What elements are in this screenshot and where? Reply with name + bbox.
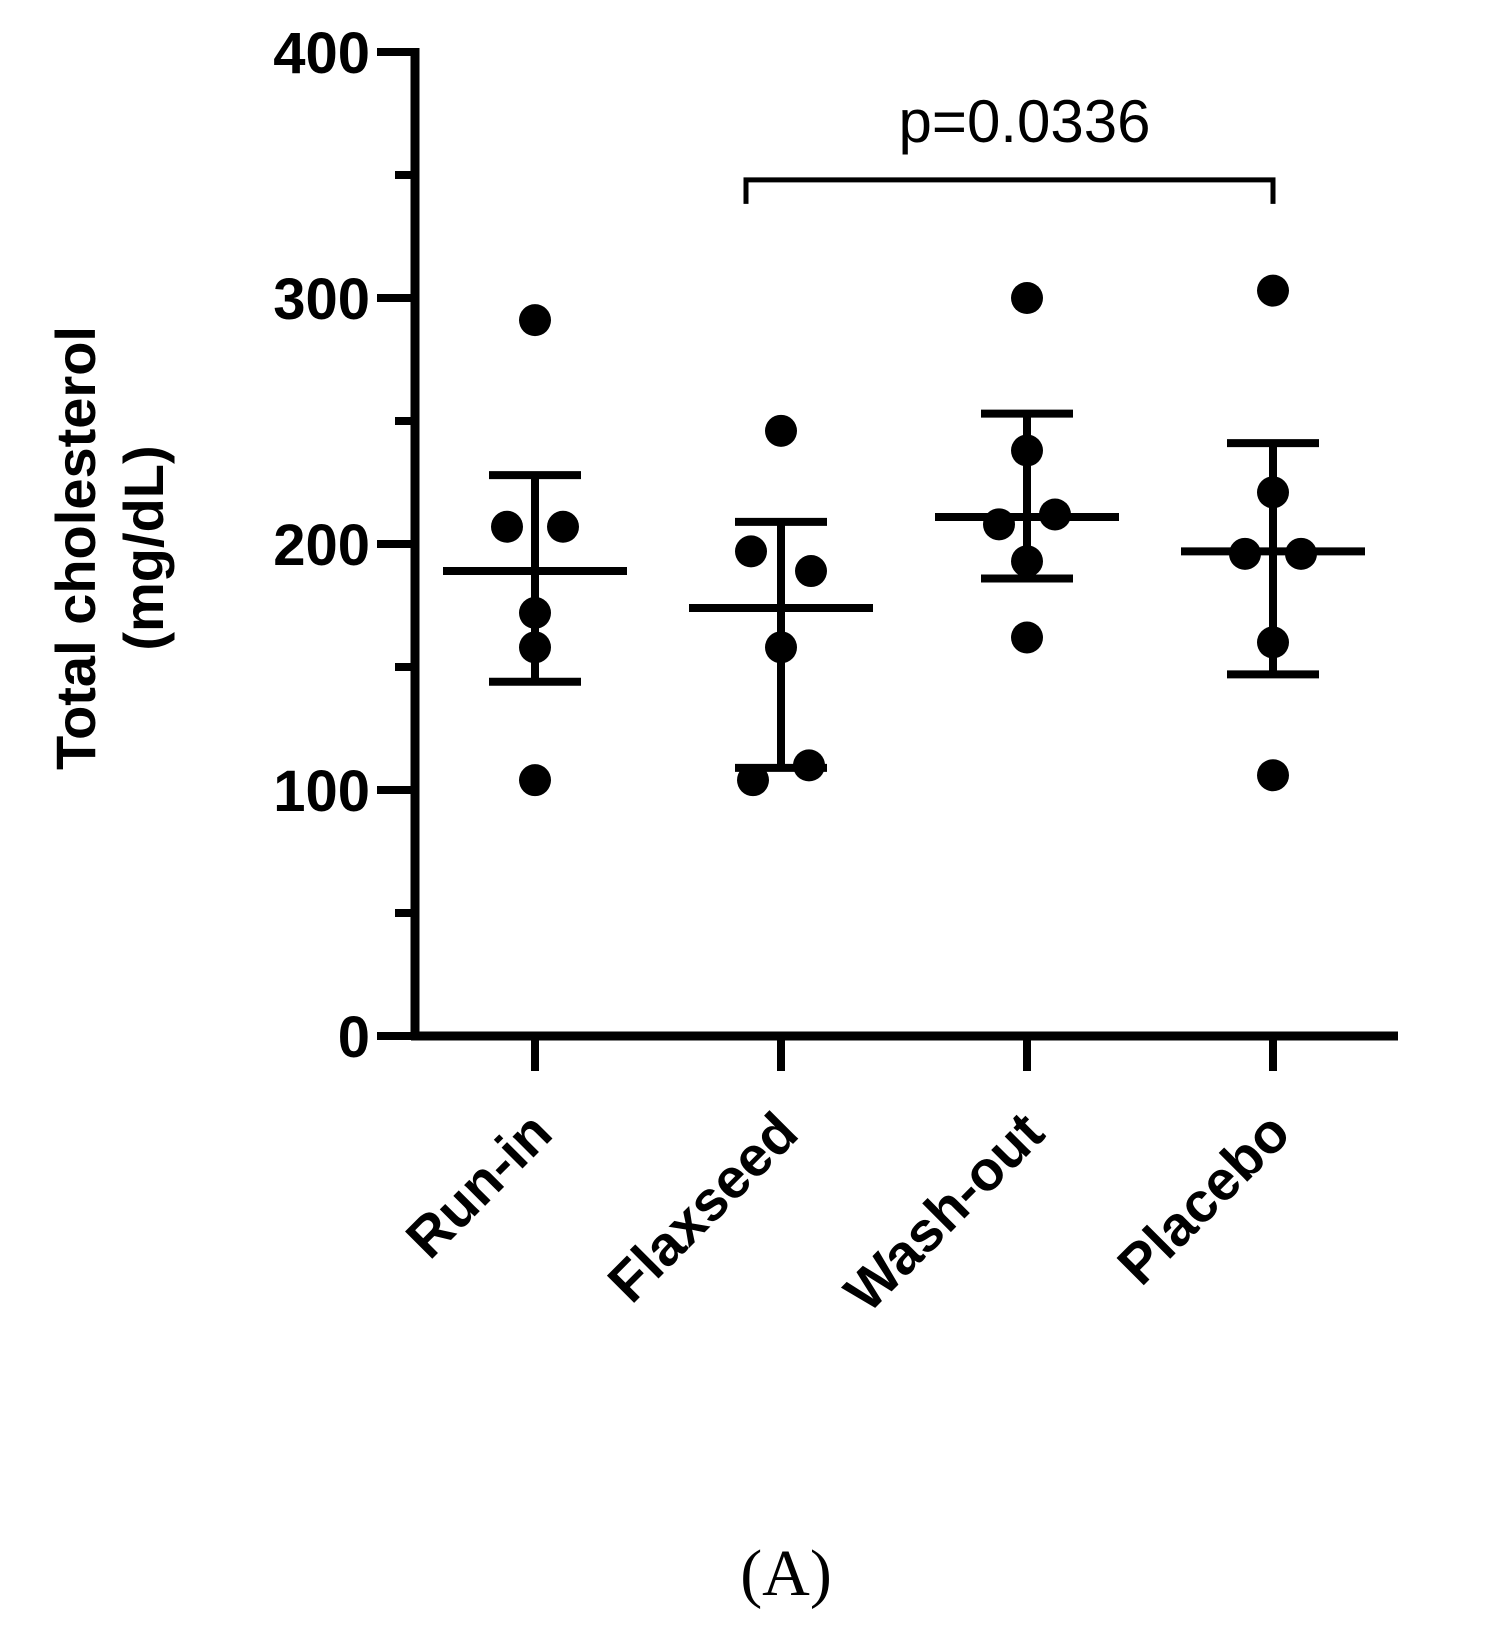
data-point — [1257, 274, 1289, 307]
data-point — [519, 764, 551, 797]
group-wash-out — [935, 282, 1119, 654]
y-tick-label: 0 — [338, 1005, 370, 1070]
data-point — [1285, 537, 1317, 570]
data-point — [1011, 545, 1043, 578]
panel-label: (A) — [740, 1537, 832, 1610]
y-tick-label: 100 — [273, 759, 370, 824]
data-point — [1011, 282, 1043, 314]
data-point — [1011, 621, 1043, 654]
data-point — [983, 508, 1015, 541]
p-value-label: p=0.0336 — [899, 88, 1151, 155]
data-point — [491, 510, 523, 543]
data-point — [735, 535, 767, 568]
group-flaxseed — [689, 414, 873, 797]
y-axis-title-line: (mg/dL) — [112, 445, 175, 650]
y-tick-label: 300 — [273, 267, 370, 332]
y-tick-label: 400 — [273, 21, 370, 86]
annotations: p=0.0336 — [743, 88, 1276, 204]
y-axis-title-line: Total cholesterol — [44, 326, 107, 770]
data-point — [793, 749, 825, 782]
data-point — [1257, 476, 1289, 509]
data-point — [1039, 498, 1071, 531]
x-tick-label: Run-in — [394, 1100, 564, 1270]
data-point — [1257, 626, 1289, 659]
y-axis-title: Total cholesterol(mg/dL) — [44, 326, 175, 770]
x-tick-label: Wash-out — [832, 1100, 1055, 1323]
x-axis: Run-in Flaxseed Wash-out Placebo — [394, 1031, 1398, 1323]
data-point — [1257, 759, 1289, 792]
data-point — [737, 764, 769, 797]
data-point — [547, 510, 579, 543]
plot-marks — [443, 274, 1365, 797]
data-point — [519, 596, 551, 629]
group-placebo — [1181, 274, 1365, 792]
data-point — [795, 555, 827, 588]
data-point — [765, 414, 797, 447]
y-axis: 0 100 200 300 400 — [273, 21, 420, 1070]
data-point — [519, 304, 551, 337]
significance-bracket — [743, 177, 1276, 204]
data-point — [1229, 537, 1261, 570]
y-tick-label: 200 — [273, 513, 370, 578]
data-point — [765, 631, 797, 664]
x-tick-label: Placebo — [1105, 1100, 1301, 1296]
group-run-in — [443, 304, 627, 797]
x-tick-label: Flaxseed — [595, 1100, 809, 1314]
data-point — [519, 631, 551, 664]
data-point — [1011, 434, 1043, 467]
